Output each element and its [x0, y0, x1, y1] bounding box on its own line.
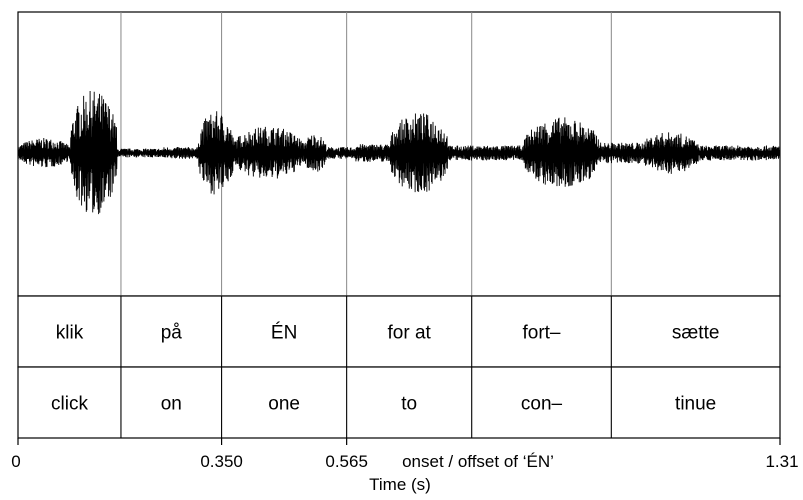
x-tick-label-0: 0	[11, 452, 20, 471]
x-axis-ticks: 0 0.350 0.565 1.31	[11, 438, 799, 471]
x-tick-label-3: 1.31	[765, 452, 798, 471]
x-tick-label-1: 0.350	[200, 452, 243, 471]
english-label-0: click	[51, 394, 88, 415]
danish-label-1: på	[161, 323, 183, 344]
tier-dividers	[120, 296, 612, 438]
danish-label-0: klik	[56, 323, 84, 344]
tier-labels: klik på ÉN for at fort– sætte click on one to con–…	[51, 323, 719, 415]
english-label-4: con–	[521, 394, 563, 415]
danish-label-2: ÉN	[271, 323, 297, 344]
danish-label-3: for at	[388, 323, 432, 344]
tick-annotation: onset / offset of ‘ÉN’	[402, 452, 554, 471]
danish-tier	[17, 295, 781, 368]
english-label-1: on	[161, 394, 182, 415]
english-label-2: one	[268, 394, 300, 415]
danish-label-5: sætte	[672, 323, 720, 344]
english-label-3: to	[401, 394, 417, 415]
x-axis-label: Time (s)	[369, 475, 431, 494]
english-label-5: tinue	[675, 394, 716, 415]
english-tier	[17, 366, 781, 439]
danish-label-4: fort–	[522, 323, 560, 344]
waveform-line	[17, 90, 781, 215]
x-tick-label-2: 0.565	[325, 452, 368, 471]
